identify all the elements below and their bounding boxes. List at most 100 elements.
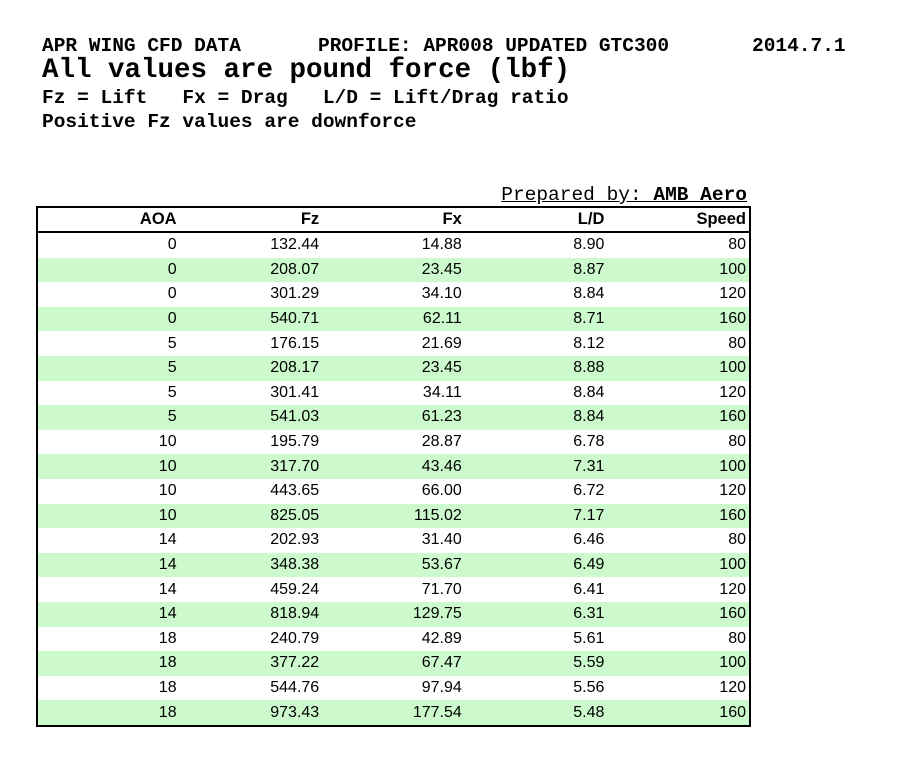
table-cell: 6.31 xyxy=(573,605,605,623)
table-row: 18 544.76 97.94 5.56 120 xyxy=(37,675,750,701)
table-cell: 176.15 xyxy=(270,334,320,352)
table-cell: 132.44 xyxy=(270,236,320,254)
table-cell: 80 xyxy=(728,334,746,352)
table-cell: 31.40 xyxy=(421,531,462,549)
table-cell: 61.23 xyxy=(421,408,462,426)
table-cell: 8.12 xyxy=(573,334,605,352)
table-cell: 14 xyxy=(158,531,177,549)
table-row: 10 195.79 28.87 6.78 80 xyxy=(37,429,750,455)
table-cell: 240.79 xyxy=(270,629,320,647)
column-header-fx: Fx xyxy=(322,207,465,233)
column-header-fz: Fz xyxy=(179,207,323,233)
table-cell: 7.31 xyxy=(573,457,605,475)
table-cell: 0 xyxy=(167,310,177,328)
table-cell: 5 xyxy=(167,408,177,426)
table-row: 5 541.03 61.23 8.84 160 xyxy=(37,405,750,430)
table-cell: 0 xyxy=(167,236,177,254)
version-date: 2014.7.1 xyxy=(752,35,846,57)
table-cell: 8.84 xyxy=(573,285,605,303)
table-cell: 18 xyxy=(158,629,177,647)
table-cell: 8.87 xyxy=(573,260,605,278)
table-cell: 317.70 xyxy=(270,457,320,475)
table-cell: 5.61 xyxy=(573,629,605,647)
table-cell: 443.65 xyxy=(270,482,320,500)
table-row: 5 301.41 34.11 8.84 120 xyxy=(37,380,750,406)
table-row: 0 208.07 23.45 8.87 100 xyxy=(37,257,750,283)
table-cell: 10 xyxy=(158,482,177,500)
table-cell: 67.47 xyxy=(421,654,462,672)
column-header-aoa: AOA xyxy=(37,207,180,233)
table-cell: 160 xyxy=(719,408,746,426)
table-cell: 5.56 xyxy=(573,678,605,696)
table-cell: 10 xyxy=(158,433,177,451)
document-header-line: APR WING CFD DATA PROFILE: APR008 UPDATE… xyxy=(42,36,902,58)
table-cell: 5 xyxy=(167,334,177,352)
table-cell: 66.00 xyxy=(421,482,462,500)
table-cell: 459.24 xyxy=(270,580,320,598)
table-cell: 377.22 xyxy=(270,654,320,672)
table-cell: 8.84 xyxy=(573,383,605,401)
table-cell: 7.17 xyxy=(573,506,605,524)
table-cell: 28.87 xyxy=(421,433,462,451)
units-subtitle: All values are pound force (lbf) xyxy=(42,55,571,86)
table-cell: 5 xyxy=(167,359,177,377)
table-cell: 80 xyxy=(728,531,746,549)
table-cell: 100 xyxy=(719,457,746,475)
table-cell: 208.17 xyxy=(270,359,320,377)
table-cell: 71.70 xyxy=(421,580,462,598)
table-cell: 14 xyxy=(158,580,177,598)
table-cell: 53.67 xyxy=(421,556,462,574)
table-cell: 5.59 xyxy=(573,654,605,672)
table-cell: 544.76 xyxy=(270,678,320,696)
table-cell: 120 xyxy=(719,580,746,598)
table-cell: 97.94 xyxy=(421,678,462,696)
table-cell: 208.07 xyxy=(270,260,320,278)
table-cell: 6.41 xyxy=(573,580,605,598)
table-row: 10 825.05 115.02 7.17 160 xyxy=(37,503,750,529)
table-cell: 14 xyxy=(158,605,177,623)
table-cell: 62.11 xyxy=(422,310,462,328)
table-row: 14 348.38 53.67 6.49 100 xyxy=(37,552,750,578)
table-cell: 18 xyxy=(158,703,177,721)
table-cell: 0 xyxy=(167,285,177,303)
downforce-note: Positive Fz values are downforce xyxy=(42,111,417,133)
table-cell: 160 xyxy=(719,605,746,623)
table-cell: 23.45 xyxy=(421,359,462,377)
table-cell: 825.05 xyxy=(270,506,320,524)
table-cell: 18 xyxy=(158,654,177,672)
column-header-ld: L/D xyxy=(464,207,608,233)
prepared-by-line: Prepared by: AMB Aero xyxy=(36,185,747,205)
table-cell: 21.69 xyxy=(421,334,462,352)
table-cell: 80 xyxy=(728,629,746,647)
table-row: 0 301.29 34.10 8.84 120 xyxy=(37,282,750,307)
table-cell: 18 xyxy=(158,678,177,696)
table-cell: 10 xyxy=(158,457,177,475)
table-cell: 973.43 xyxy=(270,703,320,721)
column-header-speed: Speed xyxy=(607,207,750,233)
table-header-row: AOA Fz Fx L/D Speed xyxy=(37,207,750,233)
table-cell: 120 xyxy=(719,678,746,696)
table-row: 0 132.44 14.88 8.90 80 xyxy=(37,232,750,258)
table-cell: 80 xyxy=(728,236,746,254)
table-row: 10 443.65 66.00 6.72 120 xyxy=(37,478,750,504)
table-row: 14 459.24 71.70 6.41 120 xyxy=(37,577,750,602)
table-cell: 100 xyxy=(719,654,746,672)
table-cell: 80 xyxy=(728,433,746,451)
table-cell: 177.54 xyxy=(412,703,462,721)
table-row: 14 202.93 31.40 6.46 80 xyxy=(37,528,750,553)
table-cell: 6.49 xyxy=(573,556,605,574)
table-cell: 34.10 xyxy=(421,285,462,303)
table-cell: 8.84 xyxy=(573,408,605,426)
table-cell: 43.46 xyxy=(421,457,462,475)
table-cell: 540.71 xyxy=(270,310,320,328)
table-cell: 23.45 xyxy=(421,260,462,278)
table-cell: 6.72 xyxy=(573,482,605,500)
prepared-by-label: Prepared by: xyxy=(501,184,654,206)
table-row: 5 208.17 23.45 8.88 100 xyxy=(37,355,750,381)
table-cell: 100 xyxy=(719,359,746,377)
table-cell: 160 xyxy=(719,506,746,524)
table-cell: 6.78 xyxy=(573,433,605,451)
table-cell: 10 xyxy=(158,506,177,524)
table-cell: 0 xyxy=(167,260,177,278)
cfd-data-table: AOA Fz Fx L/D Speed 0 132.44 14.88 8.90 80 0 2… xyxy=(36,206,751,727)
